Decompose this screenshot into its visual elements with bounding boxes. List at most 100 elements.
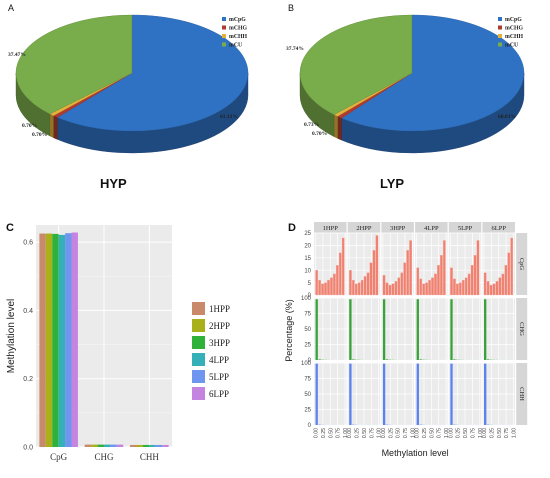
y-tick-label: 100: [301, 296, 312, 302]
bar-4lpp-chh: [149, 444, 156, 447]
legend-label-4lpp: 4LPP: [209, 355, 229, 365]
x-tick-label: 0.00: [448, 428, 454, 438]
x-axis-title: Methylation level: [382, 448, 449, 458]
facet-strip-label: 3HPP: [390, 225, 406, 232]
hist-bar-chg: [318, 359, 321, 360]
x-tick-label: 0.75: [369, 428, 375, 438]
pie-label-mchg: 0.70%: [22, 123, 37, 129]
hist-bar-chg: [486, 359, 490, 360]
x-tick-label: 1.00: [444, 428, 450, 438]
hist-bar-cpg: [489, 284, 493, 296]
hist-bar-cpg: [440, 255, 443, 296]
pie-label-mcu: 37.47%: [8, 52, 26, 58]
y-tick-label: 0: [308, 423, 312, 429]
x-tick-label: CpG: [50, 452, 68, 462]
facet-strip-label: 4LPP: [424, 225, 439, 232]
hist-bar-cpg: [366, 272, 370, 296]
y-axis-title: Percentage (%): [284, 299, 294, 362]
pie-slice-mcu: [299, 14, 413, 115]
pie-label-mcu: 37.74%: [286, 46, 304, 52]
legend-swatch-2hpp: [192, 319, 205, 332]
hist-bar-cpg: [492, 283, 496, 296]
facet-strip-6lpp: [482, 222, 515, 233]
x-tick-label: 0.00: [482, 428, 488, 438]
hist-bar-cpg: [369, 262, 373, 296]
x-tick-label: 0.50: [497, 428, 503, 438]
hist-bar-chh: [349, 363, 352, 425]
bar-chart-methylation-level: 0.0 0.2 0.4 0.6 CpG CHG CHH Methylation level 1H…: [6, 225, 230, 462]
x-tick-label: 0.50: [328, 428, 334, 438]
hist-bar-cpg: [321, 283, 324, 296]
panel-label-b: B: [288, 3, 295, 13]
hist-bar-chh: [382, 363, 386, 425]
y-tick-label: 0.0: [23, 445, 33, 452]
legend-label-3hpp: 3HPP: [209, 338, 230, 348]
hist-bar-cpg: [400, 272, 404, 296]
hist-bar-chh: [450, 363, 453, 425]
pie-side-mchg: [337, 116, 342, 141]
hist-bar-cpg: [450, 267, 453, 296]
x-tick-label: 0.00: [347, 428, 353, 438]
hist-bar-cpg: [403, 262, 407, 296]
legend-swatch-mcpg: [498, 17, 502, 21]
y-tick-label: 50: [304, 392, 311, 398]
x-tick-label: 1.00: [478, 428, 484, 438]
panel-label-c: C: [6, 222, 14, 234]
facet-strip-2hpp: [347, 222, 381, 233]
bar-4lpp-chg: [104, 444, 111, 447]
legend-label-1hpp: 1HPP: [209, 304, 230, 314]
facet-row-label: CHG: [518, 322, 525, 336]
facet-strip-5lpp: [448, 222, 482, 233]
x-tick-label: 0.75: [470, 428, 476, 438]
pie-side-mchg: [53, 115, 58, 140]
hist-bar-cpg: [442, 240, 446, 296]
legend-label-6lpp: 6LPP: [209, 389, 229, 399]
bar-2hpp-chg: [91, 444, 98, 447]
x-tick-label: 1.00: [343, 428, 349, 438]
facet-row-strip-cpg: [516, 233, 528, 295]
x-tick-label: 0.25: [321, 428, 327, 438]
x-tick-label: 0.00: [381, 428, 387, 438]
y-tick-label: 5: [308, 281, 312, 287]
hist-bar-cpg: [422, 283, 425, 296]
x-tick-label: CHG: [94, 452, 114, 462]
hist-bar-chg: [382, 299, 386, 360]
hist-bar-cpg: [372, 250, 376, 296]
hist-bar-cpg: [318, 279, 321, 296]
hist-bar-cpg: [431, 277, 434, 296]
hist-bar-cpg: [388, 284, 392, 296]
panel-label-d: D: [288, 222, 296, 234]
facet-strip-4lpp: [415, 222, 448, 233]
x-tick-label: CHH: [140, 452, 160, 462]
pie-subtitle-hyp: HYP: [100, 176, 127, 191]
x-tick-label: 0.50: [463, 428, 469, 438]
legend-label-2hpp: 2HPP: [209, 321, 230, 331]
facet-strip-label: 2HPP: [356, 225, 372, 232]
x-tick-label: 1.00: [410, 428, 416, 438]
hist-bar-chg: [349, 299, 352, 360]
hist-bar-cpg: [324, 282, 327, 296]
hist-bar-cpg: [473, 255, 477, 296]
hist-bar-cpg: [501, 273, 505, 296]
hist-bar-cpg: [315, 270, 318, 296]
hist-bar-cpg: [382, 275, 386, 296]
hist-bar-chg: [419, 359, 422, 360]
hist-bar-cpg: [406, 250, 409, 296]
pie-label-mcpg: 61.13%: [220, 114, 238, 120]
hist-bar-cpg: [470, 265, 474, 296]
hist-bar-cpg: [507, 252, 511, 296]
x-tick-label: 0.75: [504, 428, 510, 438]
y-tick-label: 15: [304, 256, 311, 262]
bar-5lpp-chg: [110, 444, 117, 447]
hist-bar-cpg: [437, 265, 440, 296]
legend-swatch-mcu: [498, 42, 502, 47]
y-tick-label: 50: [304, 327, 311, 333]
facet-strip-label: 6LPP: [492, 225, 507, 232]
pie-subtitle-lyp: LYP: [380, 176, 405, 191]
facet-row-label: CpG: [518, 258, 525, 271]
hist-bar-cpg: [336, 265, 339, 296]
legend-label-mchh: mCHH: [505, 34, 524, 40]
y-tick-label: 0.2: [23, 376, 33, 383]
hist-bar-cpg: [498, 277, 502, 296]
x-tick-label: 0.00: [314, 428, 320, 438]
